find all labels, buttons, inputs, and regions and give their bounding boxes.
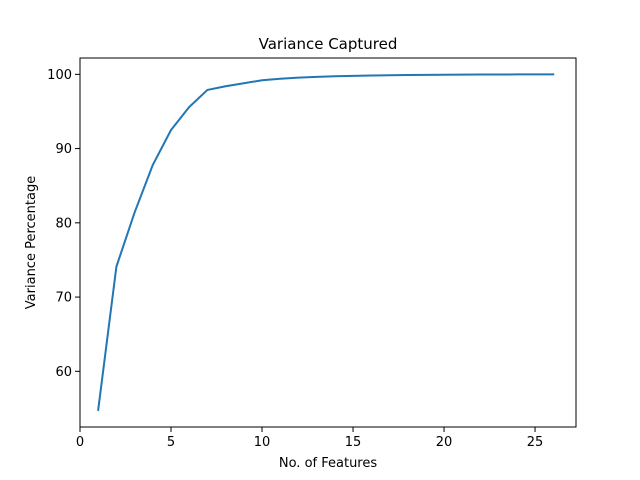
chart-title: Variance Captured [259, 35, 398, 53]
x-tick-label: 25 [527, 435, 544, 450]
x-tick-label: 5 [167, 435, 175, 450]
x-tick-label: 20 [436, 435, 453, 450]
x-tick-label: 10 [254, 435, 271, 450]
y-tick-label: 100 [47, 68, 72, 83]
y-tick-label: 60 [55, 365, 72, 380]
ticks-layer: 0 5 10 15 20 25 60 70 80 90 100 [47, 68, 543, 450]
x-axis-label: No. of Features [279, 456, 378, 471]
y-tick-label: 70 [55, 291, 72, 306]
plot-frame [79, 57, 577, 428]
y-tick-label: 90 [55, 142, 72, 157]
y-axis-label: Variance Percentage [24, 176, 39, 309]
y-tick-label: 80 [55, 216, 72, 231]
series-line [97, 73, 555, 412]
x-tick-label: 0 [76, 435, 84, 450]
series-layer [97, 73, 555, 412]
x-tick-label: 15 [345, 435, 362, 450]
